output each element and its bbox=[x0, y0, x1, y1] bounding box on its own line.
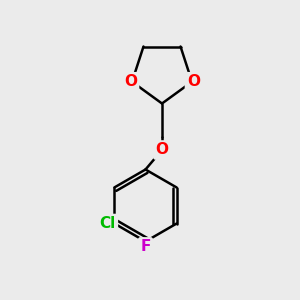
Text: O: O bbox=[124, 74, 137, 89]
Text: O: O bbox=[187, 74, 200, 89]
Text: O: O bbox=[155, 142, 169, 158]
Text: Cl: Cl bbox=[100, 216, 116, 231]
Text: F: F bbox=[140, 239, 151, 254]
